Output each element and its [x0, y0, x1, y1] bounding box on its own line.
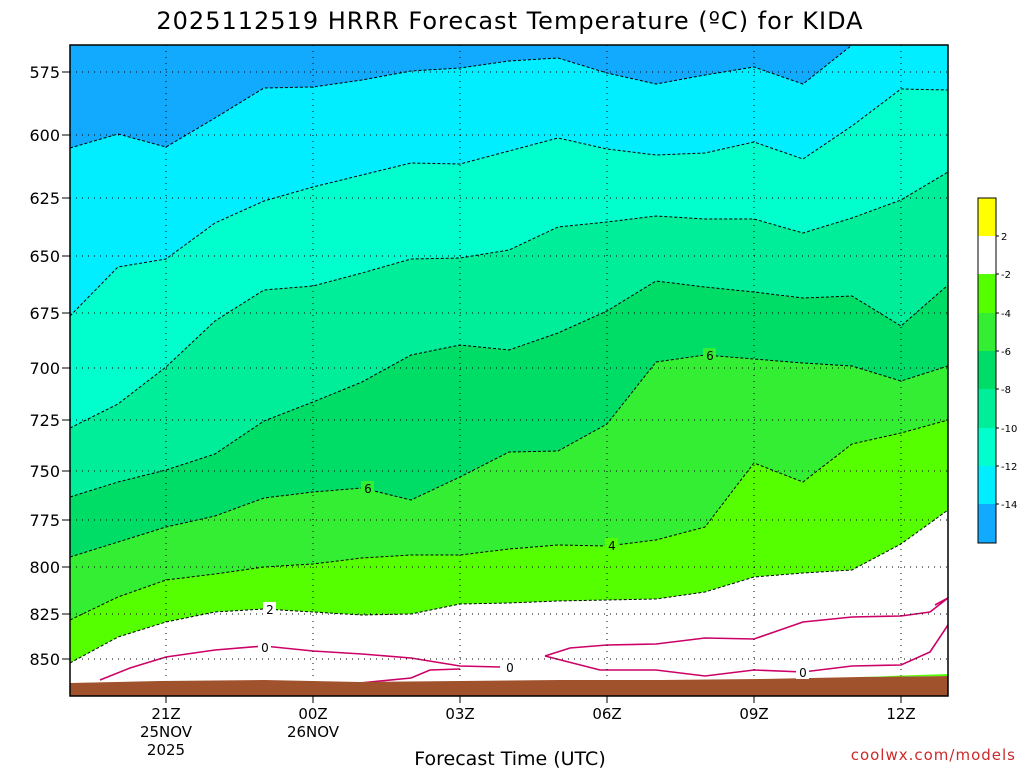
y-tick-label: 575: [29, 63, 60, 82]
freezing-contour: [99, 645, 501, 681]
x-axis: 21Z 25NOV 2025 00Z 26NOV 03Z 06Z 09Z 12Z: [140, 696, 916, 759]
y-tick-label: 650: [29, 247, 60, 266]
contour-label: 0: [261, 641, 269, 655]
contour-label: 6: [364, 482, 372, 496]
colorbar-label: 2: [1001, 232, 1007, 243]
x-tick-label: 25NOV: [140, 723, 193, 741]
plot-frame: [69, 44, 949, 697]
x-axis-label: Forecast Time (UTC): [414, 748, 605, 768]
x-tick-label: 00Z: [298, 705, 327, 723]
y-tick-label: 800: [29, 558, 60, 577]
contour-line: [70, 419, 948, 621]
contour-line: [70, 171, 948, 429]
chart-title: 2025112519 HRRR Forecast Temperature (ºC…: [156, 7, 863, 35]
colorbar-swatch: [978, 198, 996, 236]
colorbar-swatch: [978, 351, 996, 389]
x-tick-label: 12Z: [886, 705, 915, 723]
colorbar-swatch: [978, 313, 996, 351]
y-tick-label: 750: [29, 462, 60, 481]
x-tick-label: 2025: [147, 741, 185, 759]
colorbar-label: -12: [1001, 462, 1017, 473]
colorbar-label: -4: [1001, 309, 1011, 320]
colorbar-swatch: [978, 504, 996, 543]
colorbar-label: -14: [1001, 500, 1017, 511]
y-tick-label: 850: [29, 650, 60, 669]
contour-line: [70, 509, 948, 664]
x-tick-label: 03Z: [445, 705, 474, 723]
colorbar-swatch: [978, 389, 996, 428]
x-tick-label: 06Z: [592, 705, 621, 723]
colorbar-swatch: [978, 274, 996, 313]
contour-line: [70, 280, 948, 498]
freezing-contour: [934, 597, 948, 606]
y-tick-label: 775: [29, 511, 60, 530]
contour-label: 0: [506, 661, 514, 675]
colorbar-label: -2: [1001, 270, 1011, 281]
y-axis: 575 600 625 650 675 700 725 750 775 800 …: [29, 63, 70, 669]
contour-labels: 6 6 4 2 0 0 0: [258, 348, 809, 680]
contour-label: 6: [706, 349, 714, 363]
y-tick-label: 700: [29, 359, 60, 378]
plot-area: [70, 45, 948, 696]
x-tick-label: 09Z: [739, 705, 768, 723]
colorbar-swatch: [978, 236, 996, 274]
colorbar-swatch: [978, 466, 996, 504]
y-tick-label: 825: [29, 605, 60, 624]
contour-line: [70, 45, 853, 149]
contour-label: 0: [799, 666, 807, 680]
colorbar-label: -10: [1001, 424, 1017, 435]
y-tick-label: 600: [29, 126, 60, 145]
colorbar: 2 -2 -4 -6 -8 -10 -12 -14: [977, 197, 1017, 544]
freezing-contour: [359, 668, 461, 684]
colorbar-swatch: [978, 428, 996, 466]
ground-sliver: [860, 674, 948, 677]
y-tick-label: 625: [29, 189, 60, 208]
contour-label: 2: [266, 603, 274, 617]
credit-text: coolwx.com/models: [851, 746, 1016, 764]
colorbar-label: -6: [1001, 347, 1011, 358]
colorbar-label: -8: [1001, 385, 1011, 396]
y-tick-label: 725: [29, 411, 60, 430]
ground-terrain: [70, 676, 948, 696]
y-tick-label: 675: [29, 304, 60, 323]
colorbar-frame: [977, 197, 997, 544]
freezing-contour: [544, 624, 948, 677]
contour-line: [70, 354, 948, 558]
contour-label: 4: [608, 539, 616, 553]
x-tick-label: 26NOV: [287, 723, 340, 741]
x-tick-label: 21Z: [151, 705, 180, 723]
